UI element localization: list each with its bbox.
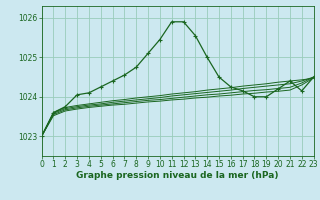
X-axis label: Graphe pression niveau de la mer (hPa): Graphe pression niveau de la mer (hPa) xyxy=(76,171,279,180)
